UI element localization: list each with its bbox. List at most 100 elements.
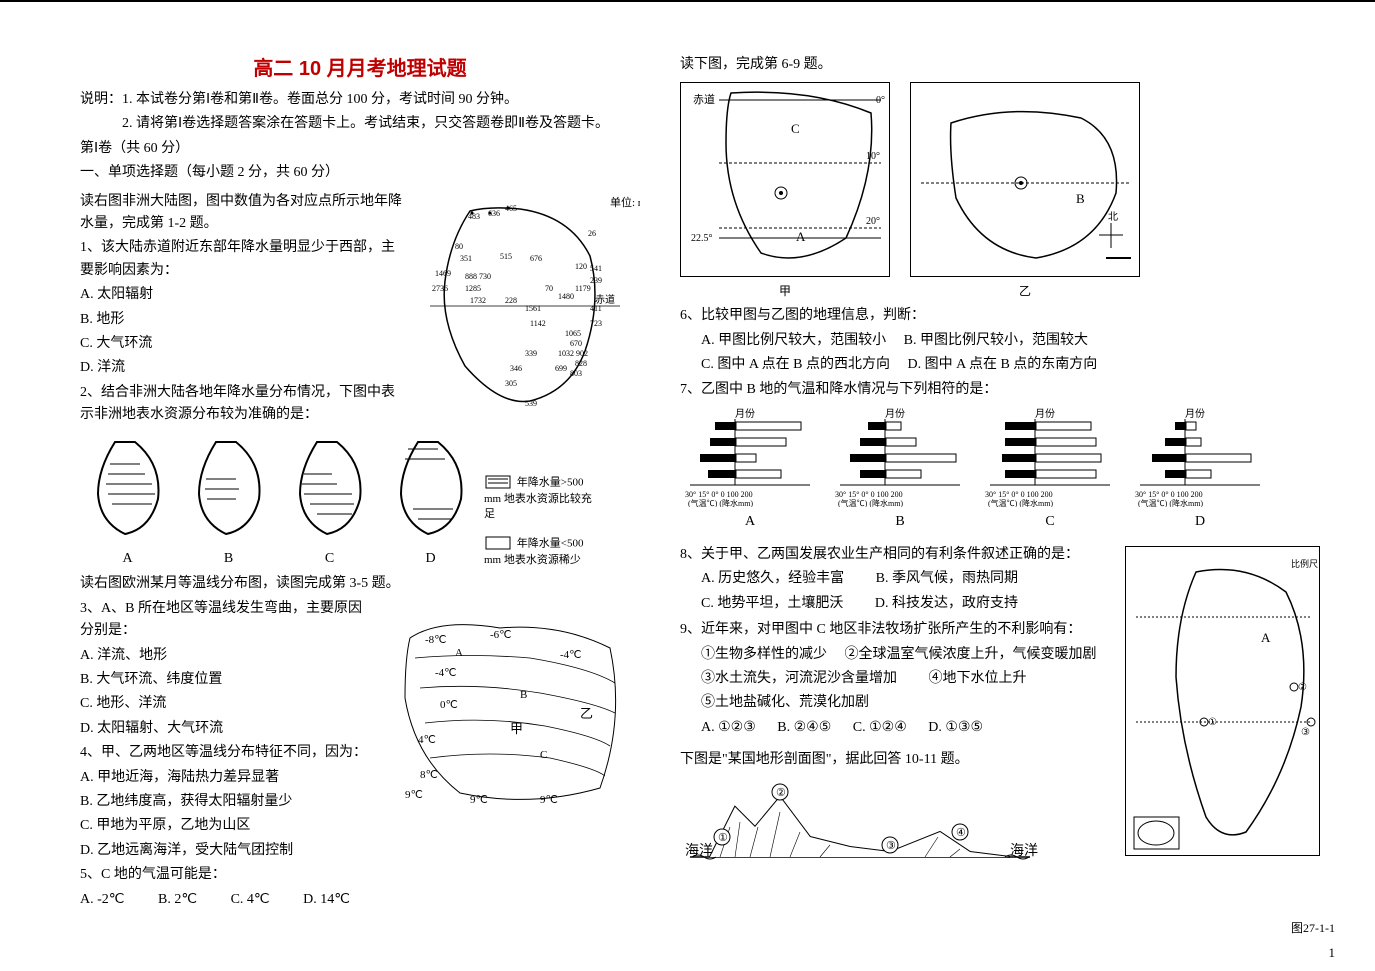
svg-text:239: 239	[590, 276, 602, 285]
right-column: 读下图，完成第 6-9 题。 赤道 0° 10° 20° 22.5° C A	[680, 52, 1320, 913]
q2-options-row: A B C D 年降水量>500 mm 地表水资源比较充足	[80, 434, 640, 567]
svg-text:比例尺: 比例尺	[1291, 558, 1318, 569]
q2-lbl-c: C	[282, 551, 377, 567]
q5-d: D. 14℃	[303, 889, 350, 911]
q6: 6、比较甲图与乙图的地理信息，判断： A. 甲图比例尺较大，范围较小 B. 甲图…	[680, 305, 1320, 376]
q2-opt-d-img: D	[383, 434, 478, 567]
svg-text:①: ①	[1208, 717, 1217, 728]
svg-text:(气温℃) (降水mm): (气温℃) (降水mm)	[688, 498, 753, 507]
svg-text:1032 902: 1032 902	[558, 349, 588, 358]
svg-text:④: ④	[956, 827, 966, 839]
svg-text:-6℃: -6℃	[490, 629, 512, 641]
q2-opt-b-img: B	[181, 434, 276, 567]
svg-text:699: 699	[555, 364, 567, 373]
q7-lbl-d: D	[1130, 514, 1270, 530]
svg-text:乙: 乙	[580, 706, 593, 721]
svg-text:②: ②	[1298, 682, 1307, 693]
q2-lbl-d: D	[383, 551, 478, 567]
exam-title: 高二 10 月月考地理试题	[80, 52, 640, 81]
svg-text:8℃: 8℃	[420, 769, 438, 781]
svg-text:30° 15° 0° 0 100 200: 30° 15° 0° 0 100 200	[985, 490, 1053, 499]
q6-a: A. 甲图比例尺较大，范围较小	[701, 333, 886, 348]
svg-text:③: ③	[1301, 727, 1310, 738]
south-america-map: A ① ② ③ 比例尺	[1125, 546, 1320, 861]
svg-text:20°: 20°	[866, 216, 880, 227]
profile-left-label: 海洋	[685, 843, 713, 859]
q9-c: C. ①②④	[853, 717, 907, 739]
q3-5-block: 读右图欧洲某月等温线分布图，读图完成第 3-5 题。 -8℃-6℃ -4℃-4℃…	[80, 573, 640, 912]
svg-text:888 730: 888 730	[465, 272, 491, 281]
svg-text:A: A	[796, 229, 806, 244]
svg-text:80: 80	[455, 242, 463, 251]
q6-stem: 6、比较甲图与乙图的地理信息，判断：	[680, 305, 1320, 327]
q7-climate-charts: 月份 14710 30° 15° 0° 0 100 200 (气温℃) (降水m…	[680, 407, 1320, 530]
q7-lbl-b: B	[830, 514, 970, 530]
q5-stem: 5、C 地的气温可能是：	[80, 864, 640, 886]
q9-d: D. ①③⑤	[928, 717, 983, 739]
q5-b: B. 2℃	[158, 889, 197, 911]
q7-lbl-a: A	[680, 514, 820, 530]
svg-text:26: 26	[588, 229, 596, 238]
svg-text:339: 339	[525, 349, 537, 358]
svg-text:10°: 10°	[866, 151, 880, 162]
svg-text:月份: 月份	[1035, 408, 1055, 420]
europe-isotherm-map: -8℃-6℃ -4℃-4℃ 0℃B 4℃甲 乙C 8℃A 9℃9℃ 9℃	[380, 598, 640, 833]
maps-6-9-row: 赤道 0° 10° 20° 22.5° C A 甲	[680, 82, 1320, 299]
africa-rainfall-map: 单位: mm 赤道 46548363626 80351515676 120541…	[410, 191, 640, 426]
svg-text:③: ③	[886, 840, 896, 852]
africa-map-svg: 单位: mm 赤道 46548363626 80351515676 120541…	[410, 191, 640, 421]
svg-text:北: 北	[1108, 211, 1118, 223]
q2-opt-a-img: A	[80, 434, 175, 567]
svg-text:1469: 1469	[435, 269, 451, 278]
q6-d: D. 图中 A 点在 B 点的东南方向	[908, 357, 1098, 372]
svg-text:2736: 2736	[432, 284, 448, 293]
svg-text:539: 539	[525, 399, 537, 408]
svg-text:0°: 0°	[876, 95, 885, 106]
q5-a: A. -2℃	[80, 889, 125, 911]
svg-text:A: A	[455, 647, 463, 659]
svg-text:1480: 1480	[558, 292, 574, 301]
svg-text:30° 15° 0° 0 100 200: 30° 15° 0° 0 100 200	[685, 490, 753, 499]
q9-s4: ④地下水位上升	[929, 671, 1027, 686]
svg-text:月份: 月份	[735, 408, 755, 420]
map-jia-label: 甲	[680, 282, 890, 299]
svg-text:515: 515	[500, 252, 512, 261]
svg-text:A: A	[1261, 630, 1271, 645]
q6-9-intro: 读下图，完成第 6-9 题。	[680, 54, 1320, 76]
q9-s2: ②全球温室气候浓度上升，气候变暖加剧	[845, 647, 1097, 662]
svg-text:(气温℃) (降水mm): (气温℃) (降水mm)	[838, 498, 903, 507]
instruction-2: 2. 请将第Ⅰ卷选择题答案涂在答题卡上。考试结束，只交答题卷即Ⅱ卷及答题卡。	[80, 113, 640, 135]
map-jia: 赤道 0° 10° 20° 22.5° C A 甲	[680, 82, 890, 299]
svg-text:-8℃: -8℃	[425, 634, 447, 646]
map-yi: B 北 乙	[910, 82, 1140, 299]
q5-c: C. 4℃	[231, 889, 270, 911]
map-yi-label: 乙	[910, 282, 1140, 299]
svg-text:483: 483	[468, 212, 480, 221]
svg-text:723: 723	[590, 319, 602, 328]
q1-2-block: 单位: mm 赤道 46548363626 80351515676 120541…	[80, 191, 640, 568]
q2-legend: 年降水量>500 mm 地表水资源比较充足 年降水量<500 mm 地表水资源稀…	[484, 474, 594, 567]
left-column: 高二 10 月月考地理试题 说明：1. 本试卷分第Ⅰ卷和第Ⅱ卷。卷面总分 100…	[80, 52, 640, 913]
svg-text:C: C	[791, 121, 800, 136]
q6-c: C. 图中 A 点在 B 点的西北方向	[701, 357, 890, 372]
svg-text:9℃: 9℃	[405, 789, 423, 801]
instruction-1: 说明：1. 本试卷分第Ⅰ卷和第Ⅱ卷。卷面总分 100 分，考试时间 90 分钟。	[80, 89, 640, 111]
svg-text:1065: 1065	[565, 329, 581, 338]
q7-chart-d: 月份 14710 30° 15° 0° 0 100 200 (气温℃) (降水m…	[1130, 407, 1270, 530]
q9-s5: ⑤土地盐碱化、荒漠化加剧	[701, 695, 869, 710]
svg-text:351: 351	[460, 254, 472, 263]
svg-text:9℃: 9℃	[540, 794, 558, 806]
svg-text:30° 15° 0° 0 100 200: 30° 15° 0° 0 100 200	[835, 490, 903, 499]
svg-text:541: 541	[590, 264, 602, 273]
q9-a: A. ①②③	[701, 717, 756, 739]
svg-text:(气温℃) (降水mm): (气温℃) (降水mm)	[1138, 498, 1203, 507]
svg-text:4℃: 4℃	[418, 734, 436, 746]
svg-text:-4℃: -4℃	[560, 649, 582, 661]
q4-d: D. 乙地远离海洋，受大陆气团控制	[80, 840, 640, 862]
q2-opt-c-img: C	[282, 434, 377, 567]
svg-text:①: ①	[718, 832, 728, 844]
svg-text:411: 411	[590, 304, 602, 313]
svg-text:120: 120	[575, 262, 587, 271]
svg-text:B: B	[520, 689, 527, 701]
q3-5-intro: 读右图欧洲某月等温线分布图，读图完成第 3-5 题。	[80, 573, 640, 595]
